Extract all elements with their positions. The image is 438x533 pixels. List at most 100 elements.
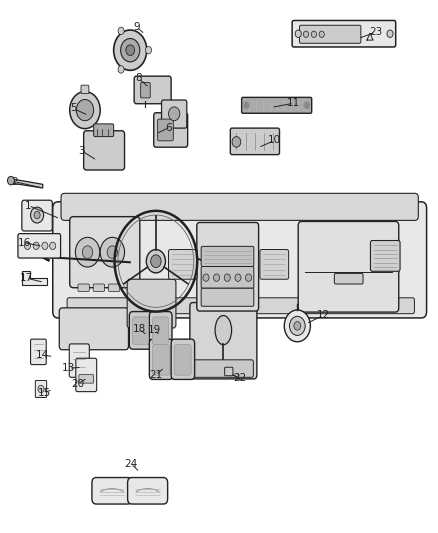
Circle shape <box>284 310 311 342</box>
Circle shape <box>70 92 100 128</box>
FancyBboxPatch shape <box>298 221 399 312</box>
FancyBboxPatch shape <box>61 193 418 220</box>
Text: 9: 9 <box>133 22 140 32</box>
Circle shape <box>33 242 39 249</box>
FancyBboxPatch shape <box>92 478 132 504</box>
Circle shape <box>319 31 324 37</box>
FancyBboxPatch shape <box>149 312 172 349</box>
Polygon shape <box>9 179 43 188</box>
FancyBboxPatch shape <box>127 478 168 504</box>
FancyBboxPatch shape <box>134 76 171 104</box>
FancyBboxPatch shape <box>67 298 414 314</box>
Circle shape <box>25 242 31 249</box>
Circle shape <box>294 321 301 330</box>
FancyBboxPatch shape <box>230 128 279 155</box>
Ellipse shape <box>215 316 232 345</box>
Circle shape <box>244 102 250 109</box>
Circle shape <box>76 100 94 120</box>
Text: 20: 20 <box>71 379 84 389</box>
Polygon shape <box>22 271 47 285</box>
Circle shape <box>107 246 117 259</box>
Circle shape <box>246 274 252 281</box>
FancyBboxPatch shape <box>78 284 89 292</box>
Circle shape <box>38 385 44 393</box>
Text: 16: 16 <box>18 238 31 248</box>
Text: 3: 3 <box>78 146 85 156</box>
FancyBboxPatch shape <box>193 360 253 377</box>
Circle shape <box>100 237 124 267</box>
Text: 5: 5 <box>70 103 77 114</box>
FancyBboxPatch shape <box>201 266 254 288</box>
Circle shape <box>42 242 48 249</box>
Text: 13: 13 <box>62 364 75 373</box>
Circle shape <box>224 274 230 281</box>
Text: 19: 19 <box>148 325 161 335</box>
FancyBboxPatch shape <box>18 233 60 258</box>
Circle shape <box>235 274 241 281</box>
FancyBboxPatch shape <box>334 273 363 284</box>
Text: 23: 23 <box>369 27 382 37</box>
FancyBboxPatch shape <box>53 202 427 318</box>
FancyBboxPatch shape <box>81 85 89 94</box>
FancyBboxPatch shape <box>152 344 170 375</box>
Circle shape <box>34 212 40 219</box>
FancyBboxPatch shape <box>127 279 176 328</box>
FancyBboxPatch shape <box>76 358 97 392</box>
Text: 22: 22 <box>233 373 247 383</box>
Circle shape <box>290 317 305 335</box>
Text: 11: 11 <box>287 98 300 108</box>
FancyBboxPatch shape <box>174 344 191 375</box>
Circle shape <box>114 30 147 70</box>
FancyBboxPatch shape <box>70 216 140 288</box>
FancyBboxPatch shape <box>201 246 254 266</box>
Circle shape <box>7 176 14 185</box>
Text: 6: 6 <box>166 123 172 133</box>
Text: 8: 8 <box>135 73 142 83</box>
Circle shape <box>169 107 180 120</box>
Circle shape <box>120 38 140 62</box>
Text: 15: 15 <box>37 387 51 398</box>
Circle shape <box>49 242 56 249</box>
FancyBboxPatch shape <box>129 312 152 349</box>
Text: 17: 17 <box>20 273 33 283</box>
FancyBboxPatch shape <box>109 284 120 292</box>
FancyBboxPatch shape <box>201 288 254 306</box>
Text: 1: 1 <box>25 200 32 211</box>
FancyBboxPatch shape <box>35 381 47 398</box>
FancyBboxPatch shape <box>84 131 124 170</box>
Text: 14: 14 <box>36 350 49 360</box>
FancyBboxPatch shape <box>69 344 89 377</box>
Text: 18: 18 <box>133 324 146 334</box>
Circle shape <box>232 136 241 147</box>
FancyBboxPatch shape <box>190 303 257 379</box>
FancyBboxPatch shape <box>292 20 396 47</box>
Circle shape <box>203 274 209 281</box>
Circle shape <box>214 274 219 281</box>
Circle shape <box>295 30 301 37</box>
Circle shape <box>151 255 161 268</box>
FancyBboxPatch shape <box>79 375 94 383</box>
FancyBboxPatch shape <box>260 249 289 279</box>
Circle shape <box>126 45 134 55</box>
Circle shape <box>146 249 166 273</box>
Circle shape <box>304 31 309 37</box>
FancyBboxPatch shape <box>141 83 150 98</box>
FancyBboxPatch shape <box>162 100 187 128</box>
FancyBboxPatch shape <box>169 249 197 279</box>
FancyBboxPatch shape <box>171 339 194 379</box>
FancyBboxPatch shape <box>300 25 361 43</box>
FancyBboxPatch shape <box>225 367 233 376</box>
Circle shape <box>304 102 310 109</box>
Text: 10: 10 <box>268 135 281 146</box>
Circle shape <box>387 30 393 37</box>
Circle shape <box>311 31 317 37</box>
Circle shape <box>118 66 124 73</box>
Circle shape <box>82 246 93 259</box>
FancyBboxPatch shape <box>152 317 169 344</box>
FancyBboxPatch shape <box>158 119 173 141</box>
FancyBboxPatch shape <box>31 339 46 365</box>
FancyBboxPatch shape <box>59 308 128 350</box>
FancyBboxPatch shape <box>94 124 114 136</box>
FancyBboxPatch shape <box>149 339 173 379</box>
Circle shape <box>75 237 100 267</box>
